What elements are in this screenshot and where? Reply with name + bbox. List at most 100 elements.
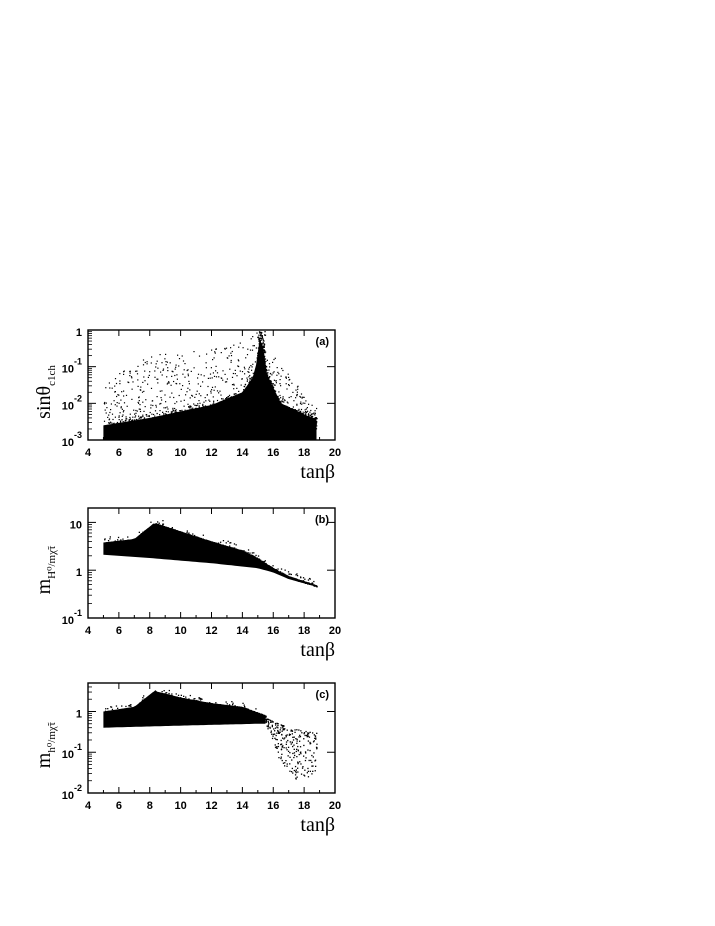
data-point	[131, 546, 133, 548]
data-point	[155, 363, 157, 365]
data-point	[145, 427, 147, 429]
data-point	[256, 363, 259, 365]
data-point	[292, 772, 294, 774]
data-point	[299, 736, 302, 738]
data-point	[211, 386, 214, 388]
data-point	[129, 710, 131, 712]
data-point	[208, 551, 210, 553]
data-point	[228, 704, 231, 706]
data-point	[123, 430, 125, 432]
data-point	[112, 717, 114, 719]
data-point	[307, 583, 309, 585]
data-point	[278, 373, 280, 375]
data-point	[304, 734, 306, 737]
data-point	[166, 698, 168, 700]
data-point	[240, 555, 242, 558]
data-point	[189, 694, 191, 697]
data-point	[157, 367, 159, 369]
data-point	[297, 388, 299, 390]
x-tick-label: 6	[116, 447, 122, 459]
data-point	[244, 554, 247, 556]
data-point	[163, 426, 165, 428]
data-point	[271, 401, 273, 403]
data-point	[262, 341, 264, 344]
data-point	[129, 539, 132, 542]
data-point	[150, 404, 152, 406]
data-point	[140, 423, 142, 425]
data-point	[105, 425, 107, 428]
data-point	[314, 737, 316, 739]
data-point	[282, 762, 285, 764]
x-tick-label: 10	[175, 625, 187, 637]
data-point	[270, 381, 272, 383]
data-point	[223, 550, 225, 552]
data-point	[221, 414, 223, 416]
data-point	[127, 548, 129, 550]
data-point	[174, 402, 176, 405]
data-point	[171, 411, 173, 413]
data-point	[109, 536, 111, 538]
data-point	[146, 363, 148, 365]
data-point	[134, 420, 136, 422]
data-point	[171, 416, 173, 418]
data-point	[277, 730, 279, 732]
data-point	[152, 417, 155, 419]
data-point	[247, 711, 249, 713]
data-point	[301, 580, 303, 582]
data-point	[285, 747, 287, 749]
data-point	[212, 551, 215, 553]
data-point	[177, 419, 179, 422]
data-point	[205, 406, 207, 408]
data-point	[166, 692, 168, 694]
data-point	[104, 710, 107, 712]
data-point	[188, 534, 190, 536]
data-point	[270, 567, 272, 569]
data-point	[195, 538, 198, 540]
data-point	[151, 536, 154, 539]
data-point	[107, 710, 109, 712]
data-point	[148, 695, 150, 697]
data-point	[155, 404, 157, 406]
data-point	[258, 713, 260, 715]
data-point	[161, 528, 163, 530]
data-point	[194, 417, 197, 419]
data-point	[108, 425, 111, 427]
data-point	[172, 697, 175, 700]
data-point	[252, 560, 254, 563]
scatter-points	[103, 689, 318, 780]
data-point	[267, 412, 269, 414]
data-point	[263, 393, 265, 395]
data-point	[181, 411, 183, 413]
data-point	[290, 424, 292, 426]
data-point	[306, 416, 308, 418]
data-point	[287, 409, 289, 411]
data-point	[252, 555, 254, 557]
data-point	[293, 578, 295, 581]
data-point	[205, 410, 207, 412]
data-point	[245, 558, 247, 560]
data-point	[122, 411, 124, 413]
data-point	[183, 698, 186, 700]
data-point	[257, 386, 259, 388]
data-point	[176, 422, 178, 424]
data-point	[171, 421, 173, 423]
data-point	[264, 715, 266, 717]
data-point	[239, 393, 241, 395]
data-point	[124, 424, 126, 427]
data-point	[191, 394, 193, 396]
data-point	[137, 421, 139, 423]
data-point	[266, 564, 268, 566]
data-point	[166, 426, 169, 428]
data-point	[255, 561, 257, 563]
data-point	[249, 380, 251, 382]
data-point	[136, 713, 138, 715]
data-point	[219, 390, 221, 392]
data-point	[197, 537, 200, 540]
data-point	[140, 711, 142, 714]
data-point	[104, 426, 106, 428]
data-point	[145, 419, 147, 421]
data-point	[162, 520, 164, 522]
data-point	[253, 380, 255, 383]
data-point	[258, 558, 260, 560]
data-point	[113, 714, 115, 716]
